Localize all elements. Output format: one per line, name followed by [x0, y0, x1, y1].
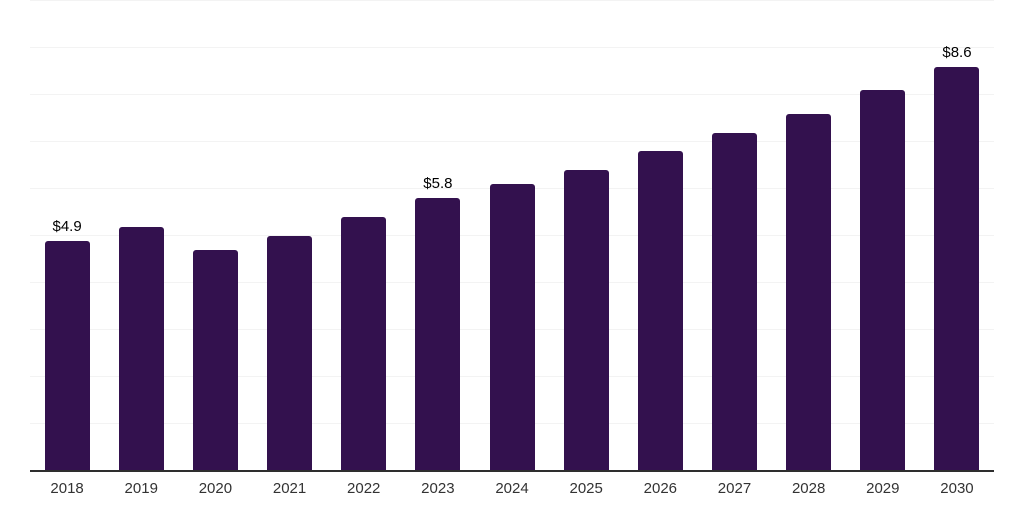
plot-area: $4.9 $5.8 $8.6 — [30, 0, 994, 472]
bar-band — [846, 1, 920, 471]
bar-2018: $4.9 — [44, 218, 90, 471]
bar-band — [252, 1, 326, 471]
bar-band — [772, 1, 846, 471]
bar-band — [178, 1, 252, 471]
bar-2019 — [118, 226, 164, 471]
bar-2028 — [786, 113, 832, 471]
x-axis-line — [30, 470, 994, 472]
bar-band — [104, 1, 178, 471]
gridline — [30, 94, 994, 95]
x-axis-tick-label: 2021 — [272, 480, 307, 497]
bar-band: $8.6 — [920, 1, 994, 471]
bar-2027 — [711, 132, 757, 471]
bar-band — [697, 1, 771, 471]
x-axis-tick-label: 2024 — [495, 480, 529, 497]
x-axis-tick-label: 2030 — [940, 480, 974, 497]
gridline — [30, 47, 994, 48]
x-axis-labels: 2018 2019 2020 2021 2022 2023 2024 2025 2026 2027… — [30, 479, 994, 499]
bar-2030: $8.6 — [934, 44, 980, 471]
bar-value-label: $8.6 — [942, 43, 972, 61]
bar-2022 — [341, 217, 387, 471]
bar-band — [327, 1, 401, 471]
x-axis-tick-label: 2028 — [791, 480, 826, 497]
bar-2026 — [637, 151, 683, 471]
bar-2023: $5.8 — [415, 176, 461, 471]
bar-2025 — [563, 170, 609, 471]
x-axis-tick-label: 2025 — [569, 480, 603, 497]
x-axis-tick-label: 2020 — [198, 480, 233, 497]
bar-band — [623, 1, 697, 471]
bar-band — [549, 1, 623, 471]
bar-2021 — [267, 236, 313, 471]
gridline — [30, 141, 994, 142]
gridline — [30, 0, 994, 1]
bar-2020 — [192, 250, 238, 471]
bar-2029 — [860, 90, 906, 471]
bar-band: $4.9 — [30, 1, 104, 471]
x-axis-tick-label: 2027 — [717, 480, 752, 497]
x-axis-tick-label: 2019 — [124, 480, 158, 497]
x-axis-tick-label: 2029 — [866, 480, 900, 497]
x-axis-tick-label: 2023 — [421, 480, 455, 497]
x-axis-tick-label: 2018 — [50, 480, 84, 497]
bar-band — [475, 1, 549, 471]
x-axis-tick-label: 2026 — [643, 480, 678, 497]
bar-2024 — [489, 184, 535, 471]
bar-band: $5.8 — [401, 1, 475, 471]
bar-value-label: $4.9 — [52, 217, 82, 235]
x-axis-tick-label: 2022 — [347, 480, 381, 497]
bars: $4.9 $5.8 $8.6 — [30, 1, 994, 471]
bar-value-label: $5.8 — [423, 175, 453, 193]
